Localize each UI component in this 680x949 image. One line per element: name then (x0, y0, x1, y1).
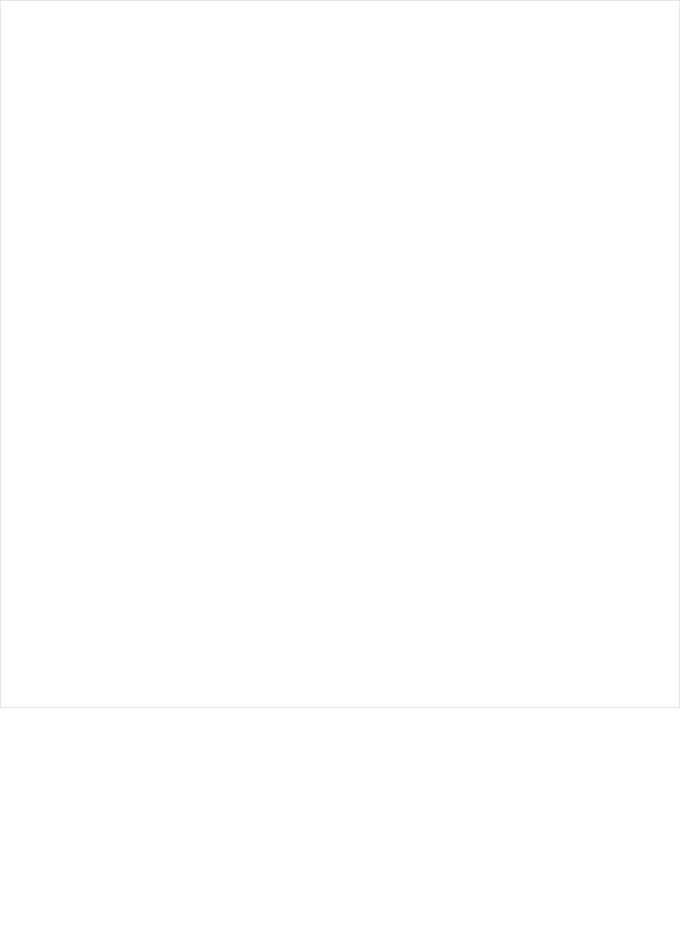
blank-content-panel (0, 0, 680, 708)
blank-lower-area (0, 708, 680, 949)
